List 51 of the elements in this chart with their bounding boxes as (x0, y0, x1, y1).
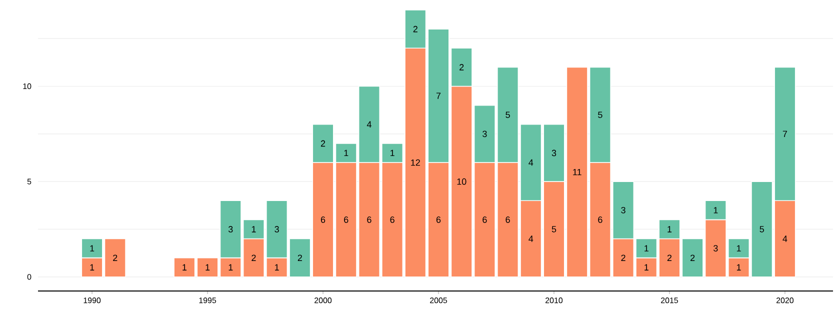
data-label: 6 (390, 216, 394, 223)
data-label: 6 (344, 216, 348, 223)
data-label: 4 (528, 236, 534, 242)
data-label: 2 (621, 254, 626, 261)
data-label: 3 (228, 226, 233, 232)
data-label: 3 (482, 130, 487, 138)
data-label: 1 (390, 150, 394, 156)
data-label: 5 (552, 226, 556, 232)
data-label: 1 (275, 264, 279, 270)
data-label: 4 (782, 236, 788, 242)
data-label: 1 (344, 150, 348, 156)
data-label: 3 (714, 245, 718, 252)
data-label: 6 (598, 216, 602, 223)
data-label: 2 (667, 254, 672, 261)
data-label: 5 (760, 226, 764, 232)
data-label: 7 (782, 130, 788, 137)
data-label: 2 (320, 140, 326, 147)
data-label: 2 (413, 26, 418, 32)
data-label: 6 (506, 216, 510, 223)
data-label: 1 (644, 264, 648, 270)
data-label: 1 (228, 264, 233, 270)
data-label: 11 (573, 168, 582, 176)
data-label: 4 (366, 121, 372, 128)
data-label: 12 (411, 159, 420, 166)
data-label: 3 (552, 150, 556, 156)
data-label: 1 (90, 264, 94, 270)
data-label: 2 (252, 254, 256, 261)
data-label: 1 (182, 264, 186, 270)
data-label: 1 (90, 245, 94, 252)
data-label: 2 (690, 254, 695, 261)
data-label: 3 (621, 206, 626, 214)
data-label: 2 (460, 64, 464, 70)
data-label: 6 (320, 216, 326, 223)
data-label: 1 (206, 264, 210, 270)
data-label: 1 (714, 207, 718, 214)
data-label: 4 (528, 159, 534, 166)
data-label: 6 (482, 216, 487, 223)
data-label: 1 (252, 226, 256, 232)
data-label: 10 (457, 178, 466, 185)
data-label: 5 (598, 112, 602, 118)
data-label: 6 (367, 216, 372, 223)
data-label: 2 (298, 254, 302, 261)
data-label: 6 (436, 216, 441, 223)
data-label: 2 (113, 254, 118, 261)
data-label: 1 (644, 245, 648, 252)
data-label: 1 (736, 264, 741, 270)
data-label: 7 (436, 92, 441, 99)
data-label: 1 (736, 245, 741, 252)
data-label: 1 (668, 226, 672, 232)
data-label: 3 (274, 226, 279, 232)
data-label: 5 (506, 112, 510, 118)
